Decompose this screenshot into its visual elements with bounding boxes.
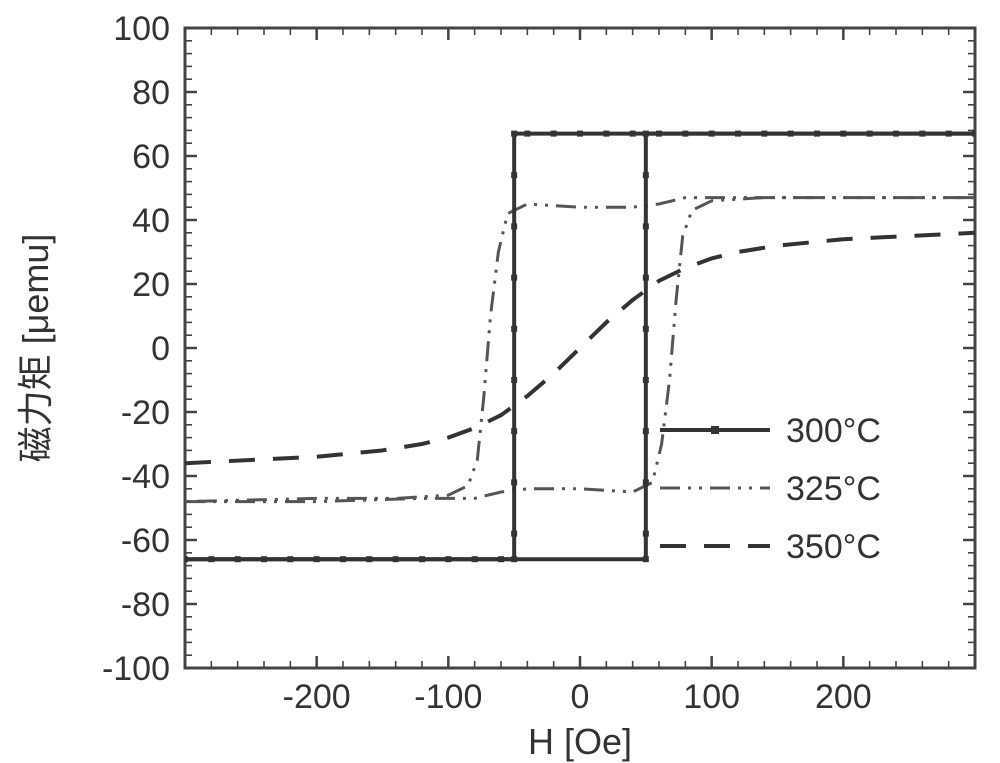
svg-text:-80: -80 (121, 586, 170, 624)
svg-text:80: 80 (132, 74, 170, 112)
svg-text:0: 0 (151, 330, 170, 368)
hysteresis-chart: -200-1000100200-100-80-60-40-20020406080… (0, 0, 1000, 763)
legend-label: 350°C (786, 528, 881, 566)
legend-label: 325°C (786, 470, 881, 508)
svg-text:100: 100 (683, 678, 740, 716)
svg-text:-60: -60 (121, 522, 170, 560)
svg-text:-40: -40 (121, 458, 170, 496)
svg-text:20: 20 (132, 266, 170, 304)
svg-text:-200: -200 (283, 678, 351, 716)
svg-text:60: 60 (132, 138, 170, 176)
legend-label: 300°C (786, 412, 881, 450)
y-axis-label: 磁力矩 [μemu] (15, 234, 56, 463)
svg-text:0: 0 (571, 678, 590, 716)
svg-text:-100: -100 (102, 650, 170, 688)
x-axis-label: H [Oe] (528, 721, 632, 762)
svg-text:-100: -100 (414, 678, 482, 716)
svg-text:100: 100 (113, 10, 170, 48)
svg-text:200: 200 (815, 678, 872, 716)
svg-text:-20: -20 (121, 394, 170, 432)
svg-text:40: 40 (132, 202, 170, 240)
